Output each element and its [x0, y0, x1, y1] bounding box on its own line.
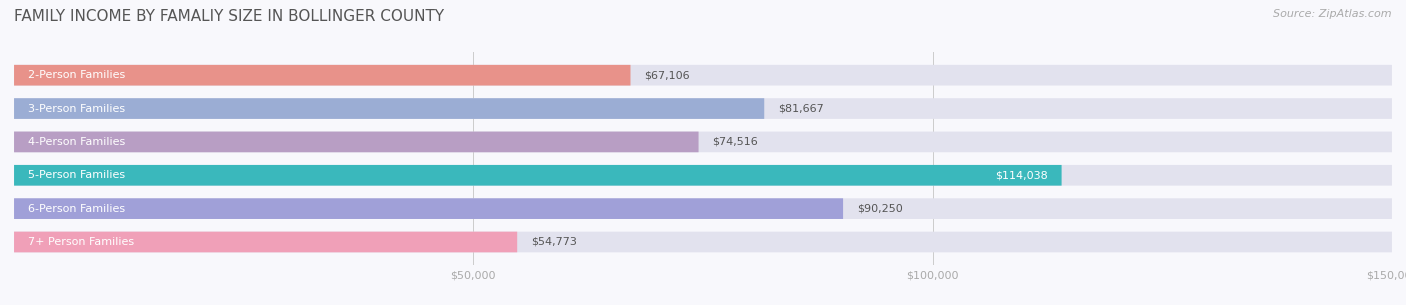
Text: $54,773: $54,773 [531, 237, 576, 247]
Text: $74,516: $74,516 [713, 137, 758, 147]
Text: 4-Person Families: 4-Person Families [28, 137, 125, 147]
FancyBboxPatch shape [14, 198, 1392, 219]
Text: $81,667: $81,667 [778, 104, 824, 113]
FancyBboxPatch shape [14, 232, 1392, 252]
FancyBboxPatch shape [14, 65, 1392, 85]
FancyBboxPatch shape [14, 198, 844, 219]
Text: FAMILY INCOME BY FAMALIY SIZE IN BOLLINGER COUNTY: FAMILY INCOME BY FAMALIY SIZE IN BOLLING… [14, 9, 444, 24]
Text: 6-Person Families: 6-Person Families [28, 204, 125, 213]
FancyBboxPatch shape [14, 98, 1392, 119]
Text: Source: ZipAtlas.com: Source: ZipAtlas.com [1274, 9, 1392, 19]
FancyBboxPatch shape [14, 98, 765, 119]
FancyBboxPatch shape [14, 165, 1392, 186]
FancyBboxPatch shape [14, 131, 699, 152]
Text: 5-Person Families: 5-Person Families [28, 170, 125, 180]
Text: $67,106: $67,106 [644, 70, 690, 80]
FancyBboxPatch shape [14, 65, 630, 85]
FancyBboxPatch shape [14, 232, 517, 252]
Text: 7+ Person Families: 7+ Person Families [28, 237, 134, 247]
Text: $114,038: $114,038 [995, 170, 1047, 180]
Text: $90,250: $90,250 [856, 204, 903, 213]
FancyBboxPatch shape [14, 165, 1062, 186]
FancyBboxPatch shape [14, 131, 1392, 152]
Text: 2-Person Families: 2-Person Families [28, 70, 125, 80]
Text: 3-Person Families: 3-Person Families [28, 104, 125, 113]
